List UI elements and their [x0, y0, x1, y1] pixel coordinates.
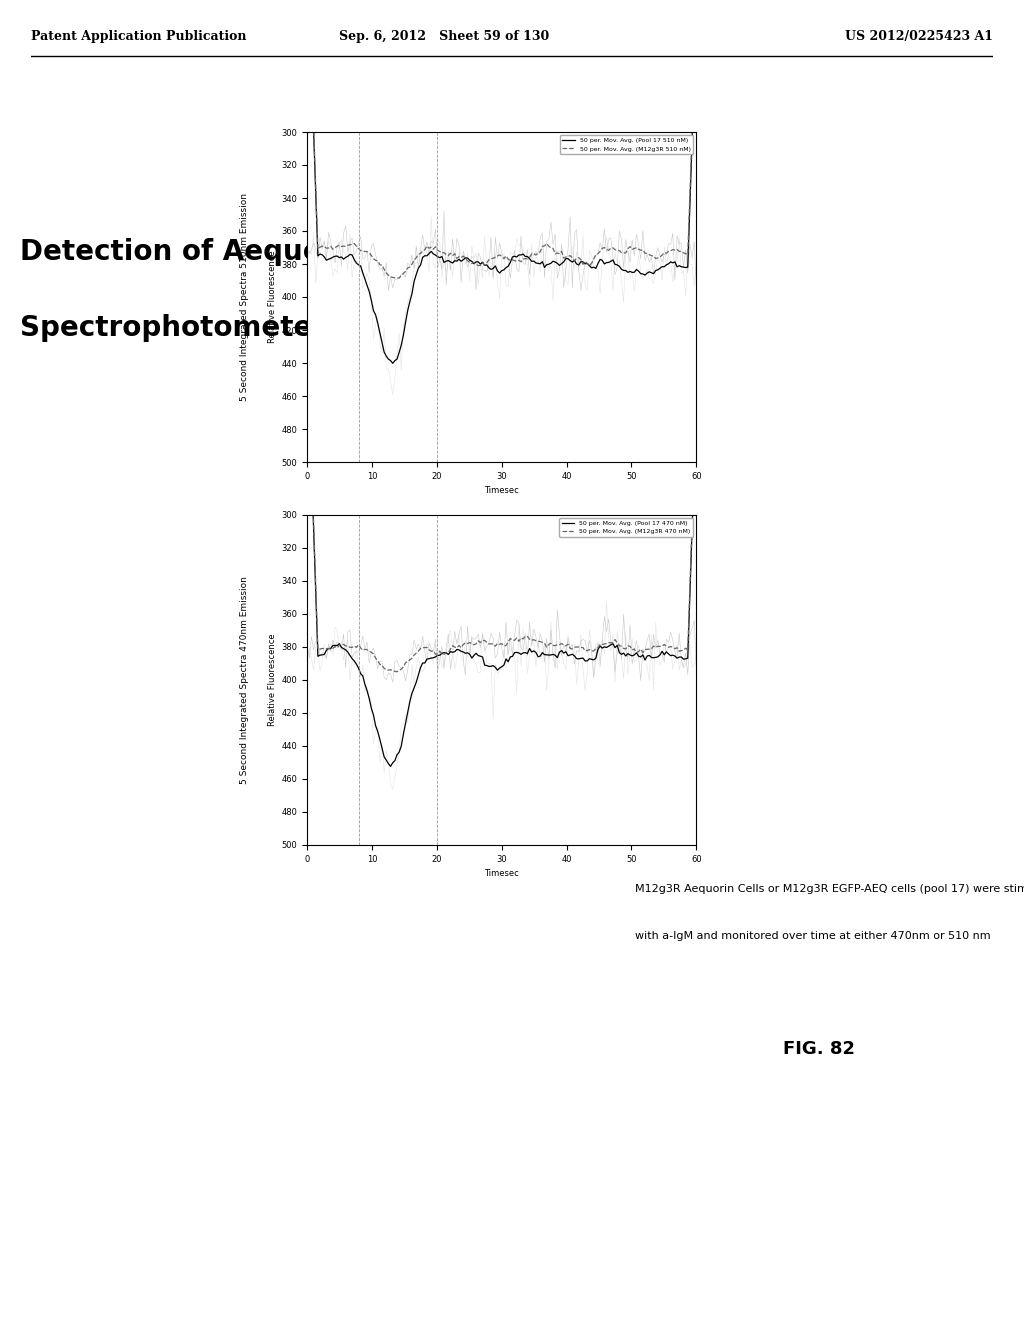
50 per. Mov. Avg. (Pool 17 470 nM) — [384, 759, 396, 775]
Text: 5 Second Integrated Spectra 470nm Emission: 5 Second Integrated Spectra 470nm Emissi… — [241, 576, 250, 784]
Text: Sep. 6, 2012   Sheet 59 of 130: Sep. 6, 2012 Sheet 59 of 130 — [340, 30, 550, 44]
Line: 50 per. Mov. Avg. (M12g3R 470 nM): 50 per. Mov. Avg. (M12g3R 470 nM) — [307, 333, 696, 672]
Text: with a-IgM and monitored over time at either 470nm or 510 nm: with a-IgM and monitored over time at ei… — [635, 931, 990, 941]
50 per. Mov. Avg. (M12g3R 470 nM) — [391, 664, 403, 680]
Legend: 50 per. Mov. Avg. (Pool 17 470 nM), 50 per. Mov. Avg. (M12g3R 470 nM): 50 per. Mov. Avg. (Pool 17 470 nM), 50 p… — [559, 517, 693, 537]
50 per. Mov. Avg. (Pool 17 510 nM) — [690, 9, 702, 25]
50 per. Mov. Avg. (M12g3R 510 nM) — [352, 240, 365, 256]
50 per. Mov. Avg. (Pool 17 510 nM) — [303, 0, 315, 16]
50 per. Mov. Avg. (M12g3R 510 nM) — [470, 256, 482, 272]
50 per. Mov. Avg. (M12g3R 470 nM) — [425, 643, 437, 659]
Line: 50 per. Mov. Avg. (Pool 17 510 nM): 50 per. Mov. Avg. (Pool 17 510 nM) — [307, 0, 696, 363]
50 per. Mov. Avg. (Pool 17 470 nM) — [425, 651, 437, 667]
50 per. Mov. Avg. (Pool 17 470 nM) — [303, 393, 315, 409]
50 per. Mov. Avg. (M12g3R 470 nM) — [690, 388, 702, 404]
Legend: 50 per. Mov. Avg. (Pool 17 510 nM), 50 per. Mov. Avg. (M12g3R 510 nM): 50 per. Mov. Avg. (Pool 17 510 nM), 50 p… — [560, 135, 693, 154]
50 per. Mov. Avg. (Pool 17 470 nM) — [690, 393, 702, 409]
Text: US 2012/0225423 A1: US 2012/0225423 A1 — [845, 30, 993, 44]
Text: 5 Second Integrated Spectra 510nm Emission: 5 Second Integrated Spectra 510nm Emissi… — [241, 193, 250, 401]
50 per. Mov. Avg. (Pool 17 510 nM) — [425, 243, 437, 259]
Text: Detection of Aequorin Wavelength Shift by: Detection of Aequorin Wavelength Shift b… — [20, 238, 693, 265]
Line: 50 per. Mov. Avg. (M12g3R 510 nM): 50 per. Mov. Avg. (M12g3R 510 nM) — [307, 0, 696, 279]
50 per. Mov. Avg. (Pool 17 510 nM) — [470, 253, 482, 269]
Text: Patent Application Publication: Patent Application Publication — [31, 30, 246, 44]
Text: Spectrophotometer: Spectrophotometer — [20, 314, 327, 342]
X-axis label: Timesec: Timesec — [484, 486, 519, 495]
50 per. Mov. Avg. (M12g3R 470 nM) — [470, 636, 482, 652]
50 per. Mov. Avg. (Pool 17 470 nM) — [352, 660, 365, 676]
50 per. Mov. Avg. (M12g3R 470 nM) — [301, 325, 313, 341]
50 per. Mov. Avg. (M12g3R 510 nM) — [500, 248, 512, 264]
Line: 50 per. Mov. Avg. (Pool 17 470 nM): 50 per. Mov. Avg. (Pool 17 470 nM) — [307, 338, 696, 767]
50 per. Mov. Avg. (Pool 17 470 nM) — [360, 682, 373, 698]
50 per. Mov. Avg. (M12g3R 510 nM) — [393, 271, 406, 286]
Text: FIG. 82: FIG. 82 — [783, 1040, 855, 1059]
50 per. Mov. Avg. (M12g3R 470 nM) — [352, 638, 365, 653]
50 per. Mov. Avg. (M12g3R 510 nM) — [425, 239, 437, 255]
50 per. Mov. Avg. (Pool 17 470 nM) — [470, 645, 482, 661]
50 per. Mov. Avg. (Pool 17 470 nM) — [301, 330, 313, 346]
X-axis label: Timesec: Timesec — [484, 869, 519, 878]
50 per. Mov. Avg. (Pool 17 470 nM) — [500, 651, 512, 667]
50 per. Mov. Avg. (Pool 17 510 nM) — [500, 260, 512, 276]
50 per. Mov. Avg. (M12g3R 470 nM) — [360, 642, 373, 657]
Y-axis label: Relative Fluorescence: Relative Fluorescence — [268, 251, 278, 343]
50 per. Mov. Avg. (Pool 17 510 nM) — [387, 355, 399, 371]
50 per. Mov. Avg. (M12g3R 510 nM) — [360, 244, 373, 260]
50 per. Mov. Avg. (Pool 17 510 nM) — [352, 257, 365, 273]
50 per. Mov. Avg. (M12g3R 470 nM) — [500, 638, 512, 653]
50 per. Mov. Avg. (M12g3R 510 nM) — [303, 0, 315, 13]
50 per. Mov. Avg. (Pool 17 510 nM) — [360, 277, 373, 293]
50 per. Mov. Avg. (M12g3R 470 nM) — [303, 387, 315, 403]
50 per. Mov. Avg. (M12g3R 510 nM) — [690, 3, 702, 18]
Y-axis label: Relative Fluorescence: Relative Fluorescence — [268, 634, 278, 726]
Text: M12g3R Aequorin Cells or M12g3R EGFP-AEQ cells (pool 17) were stimulated: M12g3R Aequorin Cells or M12g3R EGFP-AEQ… — [635, 884, 1024, 895]
